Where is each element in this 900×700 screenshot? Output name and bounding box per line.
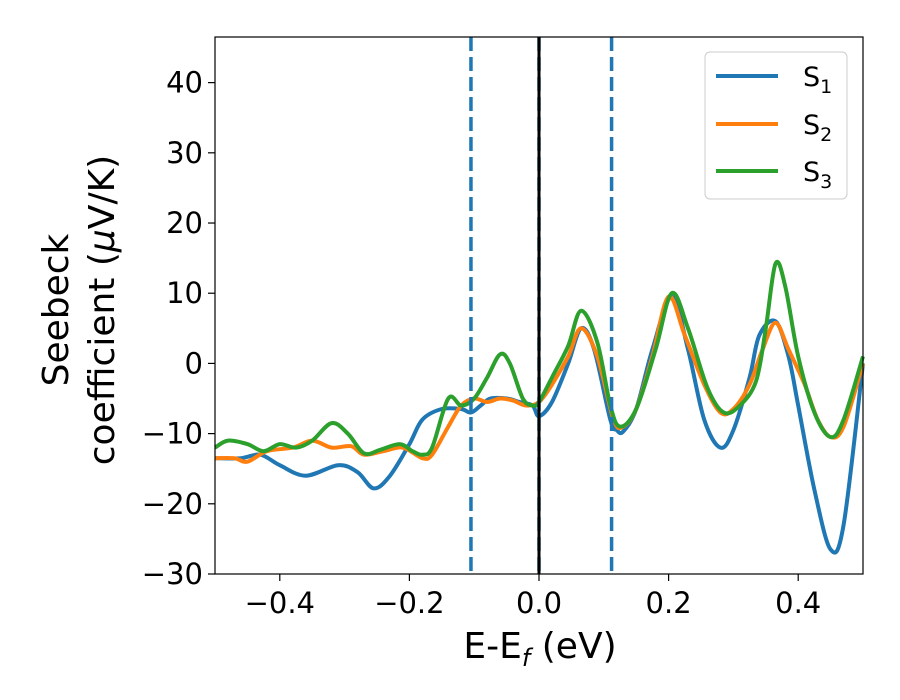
y-tick-label: 10 <box>166 276 203 310</box>
x-tick-label: −0.2 <box>374 586 444 620</box>
x-tick-label: −0.4 <box>245 586 315 620</box>
x-tick-label: 0.0 <box>516 586 562 620</box>
x-axis-label: E-Ef (eV) <box>463 626 616 672</box>
legend-label-s1: S1 <box>803 62 832 98</box>
reference-lines <box>469 37 614 574</box>
y-tick-label: −30 <box>142 557 203 591</box>
y-tick-label: 20 <box>166 206 203 240</box>
y-axis-label: Seebeck coefficient (μV/K) <box>36 155 123 465</box>
legend-label-s3: S3 <box>803 157 832 193</box>
x-tick-label: 0.2 <box>646 586 692 620</box>
y-tick-label: 30 <box>166 136 203 170</box>
y-tick-label: 0 <box>185 346 203 380</box>
legend: S1 S2 S3 <box>704 51 848 200</box>
series-layer <box>213 260 865 555</box>
axis-ticks: −0.4 −0.2 0.0 0.2 0.4 −30 −20 −10 0 10 20 30 40 <box>142 66 821 620</box>
y-tick-label: −10 <box>142 417 203 451</box>
y-tick-label: 40 <box>166 66 203 100</box>
y-tick-label: −20 <box>142 487 203 521</box>
y-axis-label-line1: Seebeck <box>36 233 77 386</box>
series-line-s3 <box>213 260 865 457</box>
legend-label-s2: S2 <box>803 110 832 146</box>
y-axis-label-line2: coefficient (μV/K) <box>82 155 123 465</box>
x-tick-label: 0.4 <box>775 586 821 620</box>
